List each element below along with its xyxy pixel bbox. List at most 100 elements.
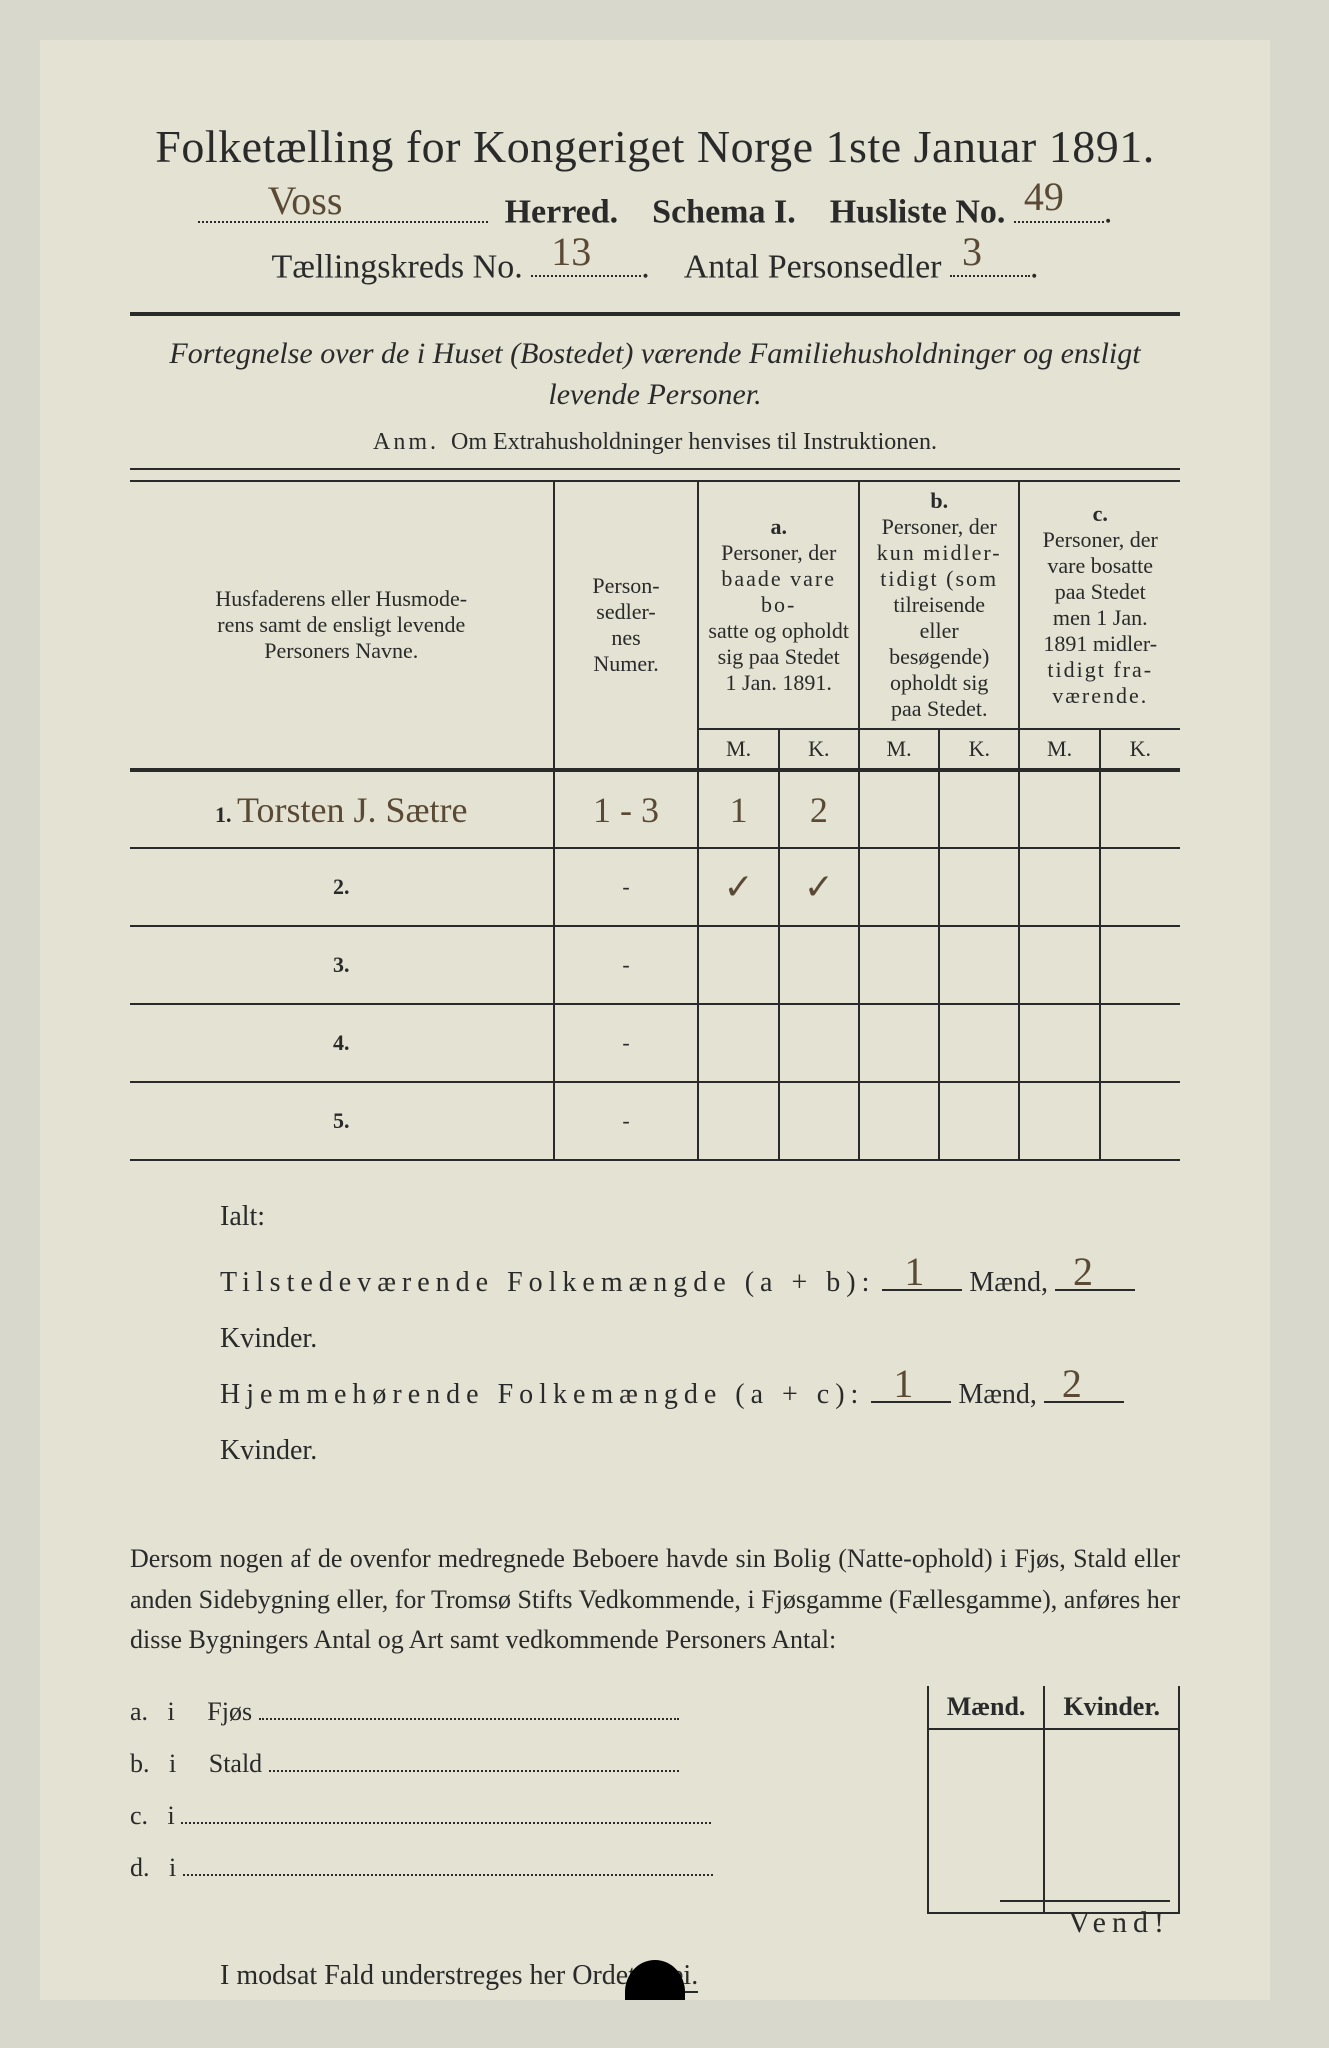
- kvinder-label: Kvinder.: [220, 1323, 317, 1354]
- aK-cell: [779, 1082, 859, 1160]
- ialt-label: Ialt:: [220, 1189, 1180, 1245]
- aM-cell: [698, 926, 778, 1004]
- table-row: 4. -: [130, 1004, 1180, 1082]
- bM-cell: [859, 1004, 939, 1082]
- hjemme-m-value: 1: [893, 1364, 913, 1404]
- num-cell: 1 - 3: [554, 770, 699, 848]
- kreds-no-handwritten: 13: [551, 232, 591, 272]
- personsedler-label: Antal Personsedler: [684, 248, 942, 285]
- header-line-2: Tællingskreds No. 13 . Antal Personsedle…: [130, 242, 1180, 287]
- tilstede-line: Tilstedeværende Folkemængde (a + b): 1 M…: [220, 1255, 1180, 1367]
- aK-cell: ✓: [779, 848, 859, 926]
- mk-head-k: Kvinder.: [1044, 1686, 1179, 1729]
- tilstede-label: Tilstedeværende Folkemængde (a + b):: [220, 1267, 875, 1298]
- aK-cell: [779, 1004, 859, 1082]
- household-table: Husfaderens eller Husmode- rens samt de …: [130, 480, 1180, 1161]
- cK-cell: [1100, 770, 1180, 848]
- sidebuilding-block: a. i Fjøs b. i Stald c. i d. i: [130, 1686, 1180, 1914]
- col-b-k: K.: [939, 729, 1019, 770]
- totals-block: Ialt: Tilstedeværende Folkemængde (a + b…: [130, 1189, 1180, 1479]
- num-cell: -: [554, 848, 699, 926]
- col-header-b: b. Personer, der kun midler- tidigt (som…: [859, 481, 1020, 729]
- cK-cell: [1100, 848, 1180, 926]
- intro-text: Fortegnelse over de i Huset (Bostedet) v…: [130, 334, 1180, 415]
- maend-label: Mænd,: [969, 1267, 1048, 1298]
- cM-cell: [1019, 1004, 1099, 1082]
- herred-label: Herred.: [505, 194, 619, 231]
- col-c-k: K.: [1100, 729, 1180, 770]
- cK-cell: [1100, 926, 1180, 1004]
- cK-cell: [1100, 1082, 1180, 1160]
- intro-line-2: levende Personer.: [548, 378, 761, 411]
- anm-label: Anm.: [373, 429, 439, 455]
- bM-cell: [859, 770, 939, 848]
- table-row: 1. Torsten J. Sætre 1 - 3 1 2: [130, 770, 1180, 848]
- bK-cell: [939, 848, 1019, 926]
- sidebuilding-list: a. i Fjøs b. i Stald c. i d. i: [130, 1686, 909, 1914]
- tilstede-m-value: 1: [904, 1252, 924, 1292]
- col-header-c: c. Personer, der vare bosatte paa Stedet…: [1019, 481, 1180, 729]
- personsedler-no-handwritten: 3: [962, 232, 982, 272]
- cM-cell: [1019, 848, 1099, 926]
- bM-cell: [859, 848, 939, 926]
- bM-cell: [859, 926, 939, 1004]
- rule-2: [130, 468, 1180, 470]
- aM-cell: [698, 1004, 778, 1082]
- aM-cell: ✓: [698, 848, 778, 926]
- mk-head-m: Mænd.: [928, 1686, 1045, 1729]
- header-line-1: Voss Herred. Schema I. Husliste No. 49 .: [130, 187, 1180, 232]
- kreds-label: Tællingskreds No.: [272, 248, 523, 285]
- cK-cell: [1100, 1004, 1180, 1082]
- table-row: 2. - ✓ ✓: [130, 848, 1180, 926]
- col-header-a: a. Personer, der baade vare bo- satte og…: [698, 481, 859, 729]
- page-title: Folketælling for Kongeriget Norge 1ste J…: [130, 120, 1180, 173]
- nei-text: I modsat Fald understreges her Ordet:: [220, 1960, 644, 1991]
- col-header-name: Husfaderens eller Husmode- rens samt de …: [130, 481, 554, 770]
- bK-cell: [939, 1004, 1019, 1082]
- list-item: b. i Stald: [130, 1738, 909, 1790]
- sidebuilding-paragraph: Dersom nogen af de ovenfor medregnede Be…: [130, 1539, 1180, 1660]
- bK-cell: [939, 770, 1019, 848]
- vend-label: Vend!: [1068, 1906, 1170, 1940]
- anm-line: Anm. Om Extrahusholdninger henvises til …: [130, 429, 1180, 456]
- husliste-no-handwritten: 49: [1024, 177, 1064, 217]
- tilstede-k-value: 2: [1073, 1252, 1093, 1292]
- rule-1: [130, 312, 1180, 316]
- list-item: c. i: [130, 1790, 909, 1842]
- aK-cell: 2: [779, 770, 859, 848]
- list-item: d. i: [130, 1842, 909, 1894]
- table-row: 5. -: [130, 1082, 1180, 1160]
- col-a-k: K.: [779, 729, 859, 770]
- bM-cell: [859, 1082, 939, 1160]
- num-cell: -: [554, 1004, 699, 1082]
- aK-cell: [779, 926, 859, 1004]
- col-header-number: Person- sedler- nes Numer.: [554, 481, 699, 770]
- aM-cell: 1: [698, 770, 778, 848]
- schema-label: Schema I.: [652, 194, 796, 231]
- num-cell: -: [554, 926, 699, 1004]
- hjemme-label: Hjemmehørende Folkemængde (a + c):: [220, 1379, 864, 1410]
- table-row: 3. -: [130, 926, 1180, 1004]
- num-cell: -: [554, 1082, 699, 1160]
- anm-text: Om Extrahusholdninger henvises til Instr…: [451, 429, 937, 455]
- col-b-m: M.: [859, 729, 939, 770]
- intro-line-1: Fortegnelse over de i Huset (Bostedet) v…: [169, 337, 1140, 370]
- bK-cell: [939, 1082, 1019, 1160]
- list-item: a. i Fjøs: [130, 1686, 909, 1738]
- kvinder-label: Kvinder.: [220, 1435, 317, 1466]
- census-form-page: Folketælling for Kongeriget Norge 1ste J…: [40, 40, 1270, 2000]
- herred-name-handwritten: Voss: [268, 181, 343, 221]
- cM-cell: [1019, 1082, 1099, 1160]
- cM-cell: [1019, 770, 1099, 848]
- person-name: Torsten J. Sætre: [237, 790, 467, 830]
- husliste-label: Husliste No.: [830, 194, 1006, 231]
- hjemme-k-value: 2: [1062, 1364, 1082, 1404]
- aM-cell: [698, 1082, 778, 1160]
- hjemme-line: Hjemmehørende Folkemængde (a + c): 1 Mæn…: [220, 1367, 1180, 1479]
- bK-cell: [939, 926, 1019, 1004]
- cM-cell: [1019, 926, 1099, 1004]
- maend-label: Mænd,: [958, 1379, 1037, 1410]
- col-c-m: M.: [1019, 729, 1099, 770]
- col-a-m: M.: [698, 729, 778, 770]
- maend-kvinder-table: Mænd. Kvinder.: [927, 1686, 1180, 1914]
